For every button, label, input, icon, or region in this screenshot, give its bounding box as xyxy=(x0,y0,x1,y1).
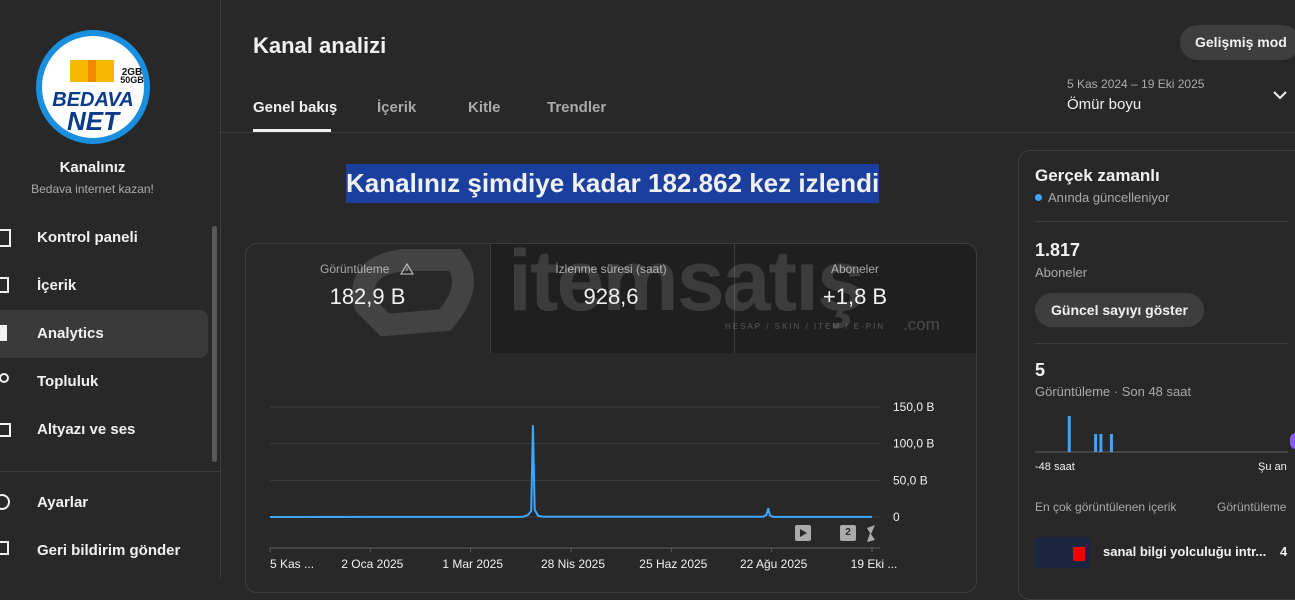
watermark-tagline: HESAP / SKIN / ITEM / E-PIN xyxy=(725,322,886,331)
realtime-status: Anında güncelleniyor xyxy=(1048,190,1170,205)
watermark-suffix: .com xyxy=(903,315,940,334)
chart-badge: 2 xyxy=(845,527,851,538)
channel-logo[interactable]: 2GB 50GB BEDAVA NET xyxy=(34,28,152,146)
metric-value: 928,6 xyxy=(583,284,639,309)
thumb-icon xyxy=(1073,547,1085,561)
rt-axis-end: Şu an xyxy=(1258,461,1287,473)
logo-text: BEDAVA xyxy=(52,89,133,111)
metric-label[interactable]: Görüntüleme xyxy=(320,262,390,276)
divider xyxy=(0,471,220,472)
scrollbar[interactable] xyxy=(212,226,217,462)
menu-item[interactable]: Kontrol paneli xyxy=(37,229,138,246)
menu-item[interactable]: Ayarlar xyxy=(37,494,89,511)
views-label: Görüntüleme · Son 48 saat xyxy=(1035,384,1192,399)
menu-item[interactable]: Altyazı ve ses xyxy=(37,421,136,438)
tab[interactable]: Kitle xyxy=(468,99,501,116)
watermark-logo xyxy=(352,249,474,337)
metric-label[interactable]: İzlenme süresi (saat) xyxy=(555,262,667,276)
logo-text: 2GB xyxy=(122,67,143,78)
rt-axis-start: -48 saat xyxy=(1035,461,1075,473)
menu-icons xyxy=(0,229,11,555)
divider xyxy=(1035,343,1288,344)
top-content-metric: Görüntüleme xyxy=(1217,500,1287,514)
warning-icon xyxy=(400,263,414,275)
show-count-button[interactable]: Güncel sayıyı göster xyxy=(1035,293,1204,327)
top-item-views: 4 xyxy=(1280,544,1288,559)
channel-name: Kanalınız xyxy=(59,159,126,176)
tab[interactable]: Trendler xyxy=(547,99,607,116)
active-menu-bg xyxy=(0,310,208,358)
metric-bg xyxy=(490,244,976,353)
views-count: 5 xyxy=(1035,360,1046,380)
chevron[interactable] xyxy=(1272,90,1288,102)
subscriber-label: Aboneler xyxy=(1035,265,1088,280)
menu-item[interactable]: Topluluk xyxy=(37,373,99,390)
top-item-title[interactable]: sanal bilgi yolculuğu intr... xyxy=(1103,544,1267,559)
tab[interactable]: Genel bakış xyxy=(253,99,338,116)
realtime-title: Gerçek zamanlı xyxy=(1035,166,1160,185)
watermark-brand: itemsatış xyxy=(508,233,865,329)
divider xyxy=(734,244,735,353)
channel-subtitle: Bedava internet kazan! xyxy=(31,182,154,196)
side-handle[interactable] xyxy=(1290,433,1295,449)
menu-item[interactable]: İçerik xyxy=(37,277,77,294)
period[interactable]: Ömür boyu xyxy=(1067,96,1142,113)
status-dot xyxy=(1035,194,1042,201)
subscriber-count: 1.817 xyxy=(1035,240,1081,260)
page-title: Kanal analizi xyxy=(253,33,387,58)
chart-controls[interactable] xyxy=(795,524,880,544)
chart-card xyxy=(245,243,977,593)
top-content-label: En çok görüntülenen içerik xyxy=(1035,500,1177,514)
thumbnail[interactable] xyxy=(1035,537,1090,568)
metric-value: 182,9 B xyxy=(329,284,406,309)
menu-item[interactable]: Geri bildirim gönder xyxy=(37,542,181,559)
divider xyxy=(220,132,1295,133)
advanced-mode-button[interactable]: Gelişmiş mod xyxy=(1180,25,1295,60)
logo-text: NET xyxy=(67,106,121,136)
metric-label[interactable]: Aboneler xyxy=(830,262,880,276)
headline: Kanalınız şimdiye kadar 182.862 kez izle… xyxy=(346,164,880,203)
tab[interactable]: İçerik xyxy=(377,99,417,116)
tab-indicator xyxy=(253,129,331,132)
metric-value: +1,8 B xyxy=(822,284,888,309)
realtime-card xyxy=(1018,150,1295,600)
logo-text: 50GB xyxy=(120,75,144,85)
sidebar xyxy=(0,0,221,579)
date-range[interactable]: 5 Kas 2024 – 19 Eki 2025 xyxy=(1067,77,1205,91)
divider xyxy=(1035,221,1288,222)
menu-item[interactable]: Analytics xyxy=(37,325,104,342)
